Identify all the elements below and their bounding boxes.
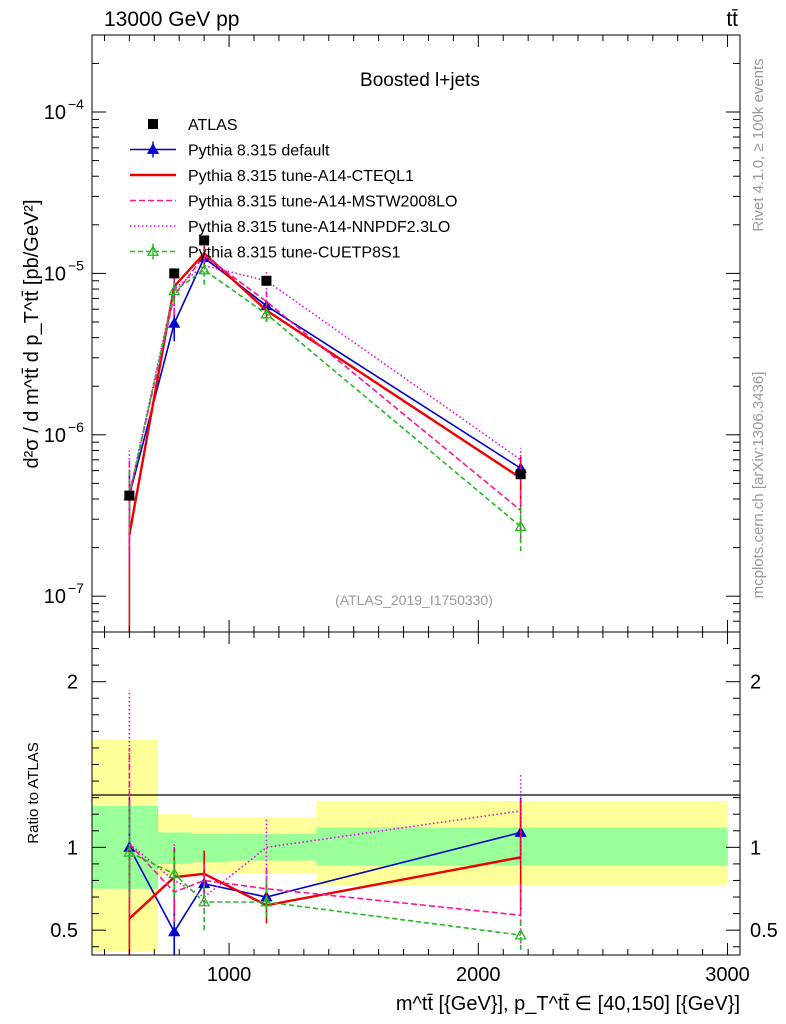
- ratio-point-4-0: [123, 845, 136, 857]
- ratio-line-3: [128, 810, 521, 898]
- y-tick-exponent: −5: [68, 257, 84, 273]
- x-tick-label: 3000: [705, 964, 750, 986]
- data-point-2: [199, 235, 210, 246]
- x-tick-label: 2000: [456, 964, 501, 986]
- chart-title: Boosted l+jets: [360, 70, 480, 91]
- legend-label-2: Pythia 8.315 tune-A14-CTEQL1: [188, 168, 414, 185]
- ratio-point-4-4: [514, 928, 527, 940]
- legend-label-1: Pythia 8.315 default: [188, 143, 330, 160]
- series-line-4: [128, 269, 522, 528]
- legend-label-5: Pythia 8.315 tune-CUETP8S1: [188, 245, 401, 262]
- series-point-0-1: [168, 317, 181, 328]
- ratio-panel: 0.5 0.5 1 1 2 2 1000 2000 3000 Ratio to ATLAS m…: [25, 631, 778, 1015]
- data-point-3: [261, 275, 272, 286]
- ratio-line-2: [128, 843, 521, 917]
- ratio-tick-label-right: 1: [750, 837, 761, 859]
- legend-label-0: ATLAS: [188, 117, 238, 134]
- series-line-3: [128, 264, 522, 495]
- y-tick-exponent: −7: [68, 580, 84, 596]
- x-tick-label: 1000: [207, 964, 252, 986]
- y-tick-exponent: −6: [68, 419, 84, 435]
- ratio-tick-label: 0.5: [50, 920, 78, 942]
- ratio-tick-label-right: 0.5: [750, 920, 778, 942]
- rivet-label: Rivet 4.1.0, ≥ 100k events: [750, 58, 767, 231]
- ratio-point-4-3: [260, 895, 273, 907]
- band-stat-3: [229, 834, 317, 861]
- ratio-y-ticks: 0.5 0.5 1 1 2 2: [50, 648, 778, 948]
- ratio-x-ticks: 1000 2000 3000: [103, 632, 750, 986]
- main-series-layer: [123, 235, 527, 632]
- y-axis-label: d²σ / d m^tt̄ d p_T^tt̄ [pb/GeV²]: [21, 200, 43, 469]
- data-point-0: [124, 490, 135, 501]
- mcplots-label: mcplots.cern.ch [arXiv:1306.3436]: [750, 372, 767, 599]
- ratio-point-4-1: [168, 867, 181, 879]
- y-tick-label: 10: [44, 102, 66, 124]
- series-line-0: [128, 256, 522, 496]
- series-point-4-2: [198, 263, 211, 275]
- header-left: 13000 GeV pp: [104, 8, 239, 31]
- ratio-point-0-1: [168, 925, 181, 937]
- legend-marker-data: [148, 119, 158, 129]
- ratio-series-layer: [123, 689, 527, 955]
- series-point-4-1: [168, 284, 181, 296]
- series-point-4-3: [260, 307, 273, 319]
- legend-marker-1: [146, 143, 160, 154]
- legend: ATLAS Pythia 8.315 default Pythia 8.315 tu…: [130, 117, 457, 262]
- main-y-ticks: 10−710−610−510−4: [44, 62, 740, 633]
- ratio-tick-label: 1: [67, 837, 78, 859]
- header-right: tt̄: [726, 8, 738, 31]
- y-tick-label: 10: [44, 425, 66, 447]
- ratio-frame: [91, 631, 741, 956]
- legend-label-3: Pythia 8.315 tune-A14-MSTW2008LO: [188, 194, 457, 211]
- series-point-4-4: [514, 520, 527, 531]
- main-x-ticks: [103, 35, 729, 632]
- legend-label-4: Pythia 8.315 tune-A14-NNPDF2.3LO: [188, 219, 450, 236]
- ratio-point-4-2: [198, 895, 211, 907]
- analysis-id: (ATLAS_2019_I1750330): [335, 592, 493, 608]
- series-line-1: [128, 251, 522, 536]
- data-point-1: [169, 268, 180, 279]
- data-point-4: [515, 469, 526, 480]
- ratio-tick-label-right: 2: [750, 672, 761, 694]
- legend-marker-5: [146, 245, 160, 256]
- y-tick-label: 10: [44, 263, 66, 285]
- x-axis-label: m^tt̄ [{GeV}], p_T^tt̄ ∈ [40,150] [{GeV}…: [396, 993, 740, 1015]
- y-tick-exponent: −4: [68, 96, 84, 112]
- ratio-y-label: Ratio to ATLAS: [25, 742, 42, 843]
- main-panel: 10−710−610−510−4 Boosted l+jets (ATLAS_2…: [21, 34, 741, 633]
- band-stat-2: [191, 834, 230, 863]
- ratio-tick-label: 2: [67, 672, 78, 694]
- y-tick-label: 10: [44, 586, 66, 608]
